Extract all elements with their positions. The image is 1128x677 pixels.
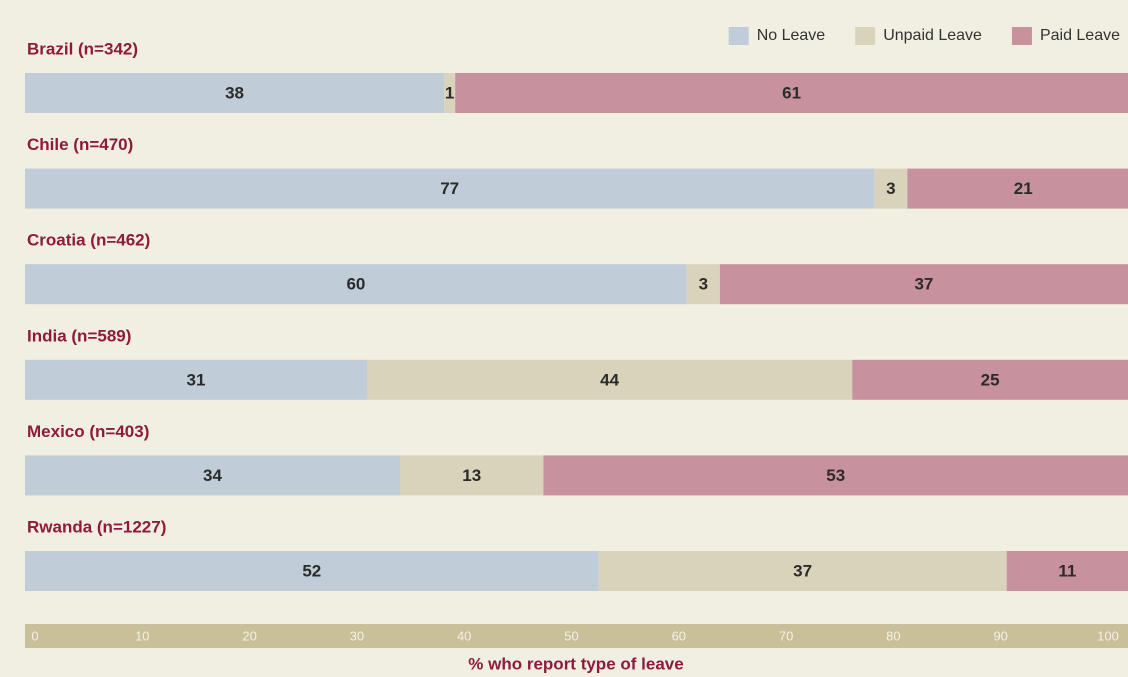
legend-label: No Leave xyxy=(757,27,826,44)
data-label: 11 xyxy=(1058,561,1076,580)
category-label: India (n=589) xyxy=(27,326,131,345)
data-label: 34 xyxy=(203,466,222,485)
category-label: Brazil (n=342) xyxy=(27,39,138,58)
x-axis-title: % who report type of leave xyxy=(468,654,683,673)
data-label: 60 xyxy=(346,275,365,294)
legend-swatch xyxy=(1011,27,1032,45)
x-tick-label: 30 xyxy=(350,628,364,643)
data-label: 77 xyxy=(440,179,459,198)
x-tick-label: 90 xyxy=(993,628,1007,643)
bar-segment xyxy=(25,359,367,400)
x-tick-label: 60 xyxy=(672,628,686,643)
bar-segment xyxy=(444,73,456,113)
data-label: 53 xyxy=(826,466,845,485)
x-tick-label: 40 xyxy=(457,628,471,643)
bar-segment xyxy=(25,455,401,496)
x-tick-label: 100 xyxy=(1097,628,1119,643)
data-label: 13 xyxy=(462,466,481,485)
x-tick-label: 10 xyxy=(135,628,149,643)
legend-swatch xyxy=(728,27,749,45)
data-label: 25 xyxy=(981,370,1000,389)
data-label: 1 xyxy=(445,83,454,102)
bar-segment xyxy=(852,359,1128,400)
category-label: Mexico (n=403) xyxy=(27,422,149,441)
x-tick-label: 80 xyxy=(886,628,900,643)
data-label: 52 xyxy=(302,561,321,580)
data-label: 44 xyxy=(600,370,619,389)
data-label: 3 xyxy=(699,275,708,294)
legend-swatch xyxy=(855,27,876,45)
data-label: 31 xyxy=(187,370,206,389)
bar-segment xyxy=(907,168,1128,209)
bar-segment xyxy=(598,551,1007,591)
bar-segment xyxy=(686,264,720,305)
data-label: 37 xyxy=(914,275,933,294)
bar-segment xyxy=(366,359,853,400)
category-label: Rwanda (n=1227) xyxy=(27,517,166,536)
bar-segment xyxy=(25,551,599,591)
x-tick-label: 20 xyxy=(242,628,256,643)
legend-label: Paid Leave xyxy=(1040,27,1120,44)
category-label: Chile (n=470) xyxy=(27,135,133,154)
x-tick-label: 0 xyxy=(31,628,38,643)
x-tick-label: 50 xyxy=(564,628,578,643)
data-label: 21 xyxy=(1014,179,1033,198)
data-label: 3 xyxy=(886,179,895,198)
axis-band xyxy=(25,624,1128,648)
data-label: 38 xyxy=(225,83,244,102)
bar-segment xyxy=(25,168,875,209)
category-label: Croatia (n=462) xyxy=(27,231,150,250)
legend-label: Unpaid Leave xyxy=(883,27,982,44)
bar-segment xyxy=(455,73,1128,113)
data-label: 61 xyxy=(782,83,801,102)
x-tick-label: 70 xyxy=(779,628,793,643)
bar-segment xyxy=(543,455,1128,496)
bar-segment xyxy=(400,455,544,496)
bar-segment xyxy=(1006,551,1128,591)
bar-segment xyxy=(874,168,908,209)
bar-segment xyxy=(25,264,687,305)
bar-segment xyxy=(719,264,1128,305)
data-label: 37 xyxy=(793,561,812,580)
bar-segment xyxy=(25,73,445,113)
